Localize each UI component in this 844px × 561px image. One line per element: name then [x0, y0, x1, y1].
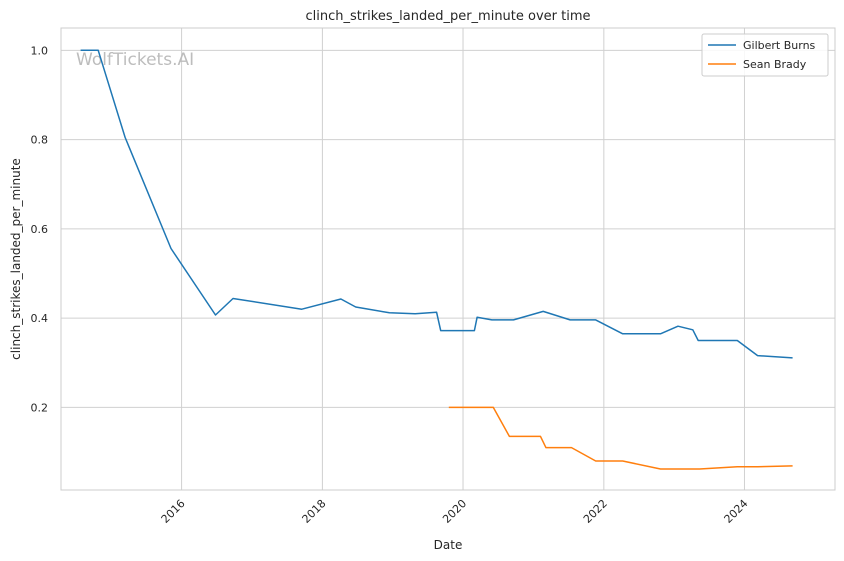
- legend-label: Sean Brady: [743, 58, 807, 71]
- series-lines: [80, 49, 793, 470]
- plot-frame: [60, 27, 836, 491]
- y-tick-labels: 0.2 0.4 0.6 0.8 1.0: [31, 44, 49, 414]
- series-line-0: [80, 49, 793, 359]
- y-tick-label: 0.6: [31, 223, 49, 236]
- y-axis-label: clinch_strikes_landed_per_minute: [9, 158, 23, 360]
- x-gridlines: [181, 28, 745, 490]
- series-line-1: [448, 406, 793, 470]
- y-tick-label: 0.2: [31, 401, 49, 414]
- watermark-text: WolfTickets.AI: [76, 50, 194, 70]
- legend: Gilbert Burns Sean Brady: [701, 33, 829, 77]
- y-tick-label: 1.0: [31, 44, 49, 57]
- x-axis-label: Date: [434, 538, 463, 552]
- legend-label: Gilbert Burns: [743, 39, 816, 52]
- y-tick-label: 0.8: [31, 134, 49, 147]
- y-tick-label: 0.4: [31, 312, 49, 325]
- chart-title: clinch_strikes_landed_per_minute over ti…: [305, 9, 590, 24]
